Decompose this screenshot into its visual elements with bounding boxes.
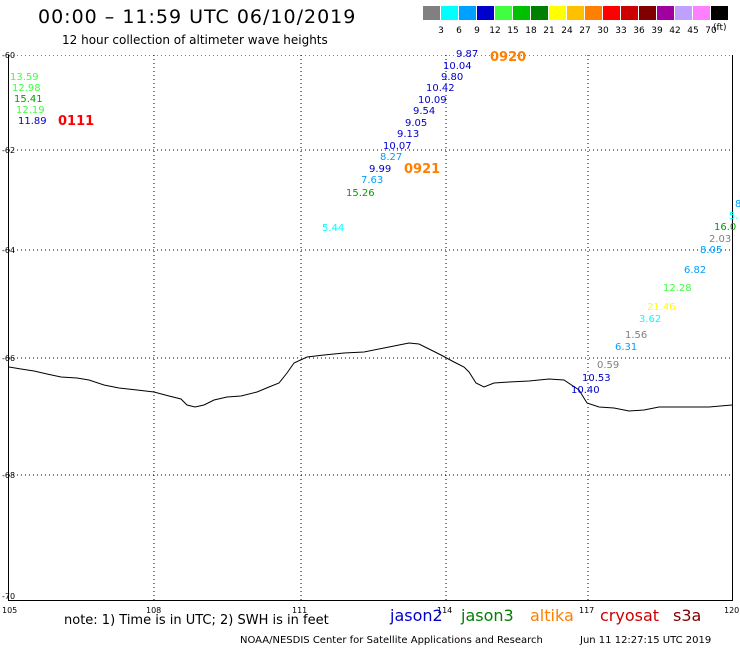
wave-height-label: 12.98 — [12, 83, 41, 94]
wave-height-label: 6.31 — [615, 342, 638, 353]
scale-label: 27 — [579, 26, 591, 36]
wave-height-label: 8 — [735, 199, 740, 210]
scale-swatch — [639, 6, 656, 20]
lon-label: 111 — [292, 606, 308, 615]
legend-altika: altika — [530, 606, 574, 625]
lat-label: -70 — [2, 592, 16, 601]
wave-height-label: 9.54 — [413, 106, 436, 117]
lat-label: -68 — [2, 471, 16, 480]
wave-height-label: 15.41 — [14, 94, 43, 105]
wave-height-label: 6.82 — [684, 265, 707, 276]
scale-swatch — [711, 6, 728, 20]
map-title: 00:00 – 11:59 UTC 06/10/2019 — [38, 6, 357, 28]
scale-label: 18 — [525, 26, 537, 36]
wave-height-label: 2.03 — [709, 234, 732, 245]
wave-height-label: 9.80 — [441, 72, 464, 83]
pass-time-label: 0111 — [58, 114, 95, 129]
scale-label: 39 — [651, 26, 663, 36]
lat-label: -66 — [2, 354, 16, 363]
wave-height-label: 3.62 — [639, 314, 662, 325]
scale-swatch — [513, 6, 530, 20]
lon-label: 108 — [146, 606, 162, 615]
scale-unit: (ft) — [713, 23, 727, 33]
wave-height-label: 9.99 — [369, 164, 392, 175]
scale-swatch — [441, 6, 458, 20]
generated-timestamp: Jun 11 12:27:15 UTC 2019 — [580, 635, 712, 646]
scale-swatch — [477, 6, 494, 20]
lon-label: 105 — [2, 606, 18, 615]
legend-s3a: s3a — [673, 606, 702, 625]
scale-label: 6 — [456, 26, 462, 36]
scale-swatch — [603, 6, 620, 20]
wave-height-label: 7.63 — [361, 175, 384, 186]
wave-height-label: 11.89 — [18, 116, 47, 127]
wave-height-label: 0.59 — [597, 360, 620, 371]
scale-swatch — [495, 6, 512, 20]
wave-height-label: 9.05 — [405, 118, 428, 129]
scale-label: 42 — [669, 26, 681, 36]
wave-height-label: 1.56 — [625, 330, 648, 341]
wave-height-label: 15.26 — [346, 188, 375, 199]
pass-time-label: 0921 — [404, 162, 441, 177]
wave-height-label: 8.05 — [700, 245, 723, 256]
legend-jason2: jason2 — [390, 606, 443, 625]
map-subtitle: 12 hour collection of altimeter wave hei… — [62, 33, 328, 47]
scale-swatch — [585, 6, 602, 20]
wave-height-label: 10.42 — [426, 83, 455, 94]
scale-swatch — [423, 6, 440, 20]
pass-time-label: 0920 — [490, 50, 527, 65]
coastline — [9, 342, 732, 412]
wave-height-label: 13.59 — [10, 72, 39, 83]
lat-label: -60 — [2, 51, 16, 60]
lon-label: 120 — [724, 606, 740, 615]
scale-label: 21 — [543, 26, 555, 36]
legend-jason3: jason3 — [461, 606, 514, 625]
scale-label: 70 — [705, 26, 717, 36]
scale-swatch — [621, 6, 638, 20]
wave-height-label: 10.53 — [582, 373, 611, 384]
scale-label: 24 — [561, 26, 573, 36]
scale-label: 45 — [687, 26, 699, 36]
wave-height-label: 9.13 — [397, 129, 420, 140]
wave-height-label: 12.19 — [16, 105, 45, 116]
lon-label: 117 — [579, 606, 595, 615]
graticule — [9, 55, 732, 600]
legend-cryosat: cryosat — [600, 606, 660, 625]
lat-label: -64 — [2, 246, 16, 255]
scale-swatch — [657, 6, 674, 20]
scale-label: 3 — [438, 26, 444, 36]
scale-swatch — [567, 6, 584, 20]
scale-label: 33 — [615, 26, 627, 36]
scale-label: 15 — [507, 26, 519, 36]
wave-height-label: 10.09 — [418, 95, 447, 106]
scale-swatch — [549, 6, 566, 20]
wave-height-label: 9.87 — [456, 49, 479, 60]
map-canvas — [9, 55, 732, 600]
wave-height-label: 12.28 — [663, 283, 692, 294]
wave-height-label: 10.07 — [383, 141, 412, 152]
scale-swatch — [693, 6, 710, 20]
footer-note: note: 1) Time is in UTC; 2) SWH is in fe… — [64, 613, 329, 628]
lon-label: 114 — [437, 606, 453, 615]
wave-height-label: 21.46 — [647, 302, 676, 313]
scale-swatch — [675, 6, 692, 20]
scale-label: 30 — [597, 26, 609, 36]
wave-height-label: 10.40 — [571, 385, 600, 396]
wave-height-label: 10.04 — [443, 61, 472, 72]
scale-swatch — [531, 6, 548, 20]
wave-height-label: 5.44 — [322, 223, 345, 234]
scale-swatch — [459, 6, 476, 20]
scale-label: 9 — [474, 26, 480, 36]
credit-line: NOAA/NESDIS Center for Satellite Applica… — [240, 635, 543, 646]
scale-label: 36 — [633, 26, 645, 36]
wave-height-label: 8.27 — [380, 152, 403, 163]
scale-label: 12 — [489, 26, 501, 36]
lat-label: -62 — [2, 146, 16, 155]
map-area — [8, 55, 733, 601]
wave-height-label: 16.0 — [714, 222, 737, 233]
wave-height-label: 5. — [729, 211, 739, 222]
